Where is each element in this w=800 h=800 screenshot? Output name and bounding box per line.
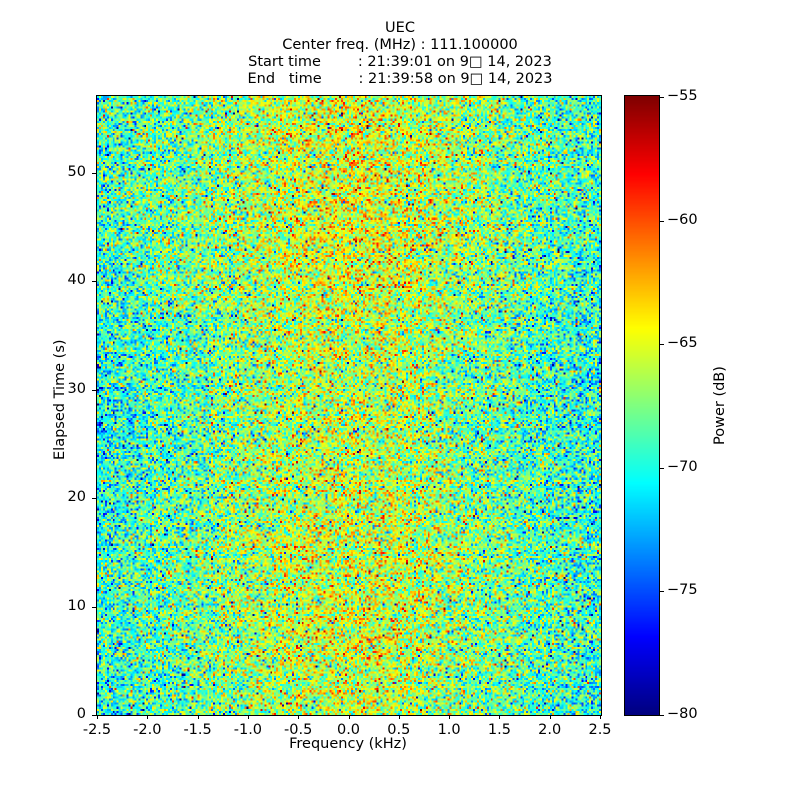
y-tick-label: 50 (67, 163, 86, 180)
title-line-end-time: End time : 21:39:58 on 9□ 14, 2023 (247, 71, 553, 87)
colorbar-tick-mark (660, 220, 664, 222)
x-tick-label: 0.0 (336, 722, 361, 738)
title-line-center-freq: Center freq. (MHz) : 111.100000 (282, 37, 518, 53)
x-tick-mark (147, 715, 149, 719)
spectrogram-heatmap[interactable] (97, 96, 601, 715)
x-tick-mark (197, 715, 199, 719)
colorbar-tick-mark (660, 715, 664, 716)
y-tick-mark (92, 498, 96, 500)
y-tick-mark (92, 172, 96, 174)
x-tick-label: -1.5 (183, 722, 212, 738)
y-tick-label: 20 (67, 489, 86, 506)
colorbar-tick-mark (660, 97, 664, 98)
colorbar-gradient (625, 96, 659, 715)
x-tick-label: -2.0 (133, 722, 162, 738)
x-tick-label: -1.0 (233, 722, 263, 738)
figure-title: UEC Center freq. (MHz) : 111.100000 Star… (0, 20, 800, 88)
spectrogram-axes[interactable] (96, 95, 602, 716)
colorbar-tick-mark (660, 344, 664, 346)
x-tick-label: -2.5 (82, 722, 112, 738)
y-axis-label: Elapsed Time (s) (52, 339, 68, 460)
y-tick-label: 40 (67, 272, 86, 289)
x-tick-mark (97, 715, 98, 719)
colorbar-tick-label: −70 (667, 458, 698, 475)
title-line-station: UEC (385, 20, 415, 36)
colorbar-tick-label: −60 (667, 211, 698, 228)
colorbar-label: Power (dB) (712, 366, 728, 445)
y-tick-mark (92, 389, 96, 391)
x-tick-label: 2.5 (588, 722, 612, 738)
x-tick-mark (298, 715, 300, 719)
colorbar-tick-label: −80 (667, 706, 698, 722)
title-line-start-time: Start time : 21:39:01 on 9□ 14, 2023 (248, 54, 552, 70)
y-tick-mark (92, 715, 96, 716)
x-tick-label: 1.0 (437, 722, 461, 738)
x-tick-mark (600, 715, 601, 719)
y-tick-mark (92, 606, 96, 608)
y-tick-label: 0 (76, 706, 86, 722)
x-tick-mark (348, 715, 350, 719)
x-tick-mark (499, 715, 501, 719)
y-tick-label: 10 (67, 597, 86, 614)
colorbar-tick-label: −55 (667, 88, 698, 104)
x-tick-label: 2.0 (538, 722, 562, 738)
x-tick-mark (247, 715, 249, 719)
colorbar[interactable] (624, 95, 660, 716)
colorbar-tick-mark (660, 591, 664, 593)
x-tick-label: 0.5 (387, 722, 411, 738)
colorbar-tick-mark (660, 467, 664, 469)
x-tick-mark (449, 715, 451, 719)
x-tick-mark (398, 715, 400, 719)
y-tick-mark (92, 281, 96, 283)
colorbar-tick-label: −75 (667, 582, 698, 599)
x-axis-label: Frequency (kHz) (289, 736, 407, 752)
y-tick-label: 30 (67, 380, 86, 397)
x-tick-mark (549, 715, 551, 719)
colorbar-tick-label: −65 (667, 335, 698, 352)
x-tick-label: 1.5 (487, 722, 511, 738)
x-tick-label: -0.5 (284, 722, 313, 738)
